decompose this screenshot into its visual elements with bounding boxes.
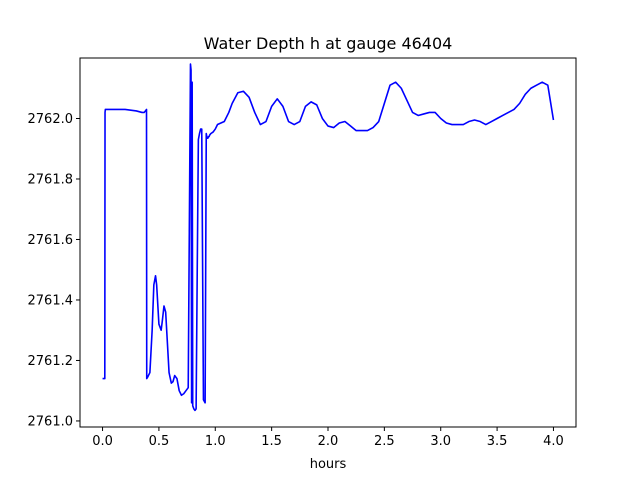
x-tick-label: 0.5 (149, 434, 170, 449)
plot-area: 0.0 0.5 1.0 1.5 2.0 2.5 3.0 3.5 4.0 2761.0 2761.2 2… (28, 57, 577, 449)
x-tick-label: 4.0 (543, 434, 564, 449)
y-tick-label: 2761.0 (28, 414, 74, 429)
x-tick-label: 3.0 (430, 434, 451, 449)
x-axis-title: hours (310, 457, 347, 472)
y-tick-label: 2762.0 (28, 112, 74, 127)
x-tick-label: 1.0 (205, 434, 226, 449)
x-tick-label: 0.0 (92, 434, 113, 449)
series-line-0 (102, 63, 555, 412)
x-tick-label: 2.5 (374, 434, 395, 449)
y-tick-label: 2761.4 (28, 293, 74, 308)
y-tick-label: 2761.2 (28, 354, 74, 369)
x-tick-label: 2.0 (318, 434, 339, 449)
x-tick-label: 1.5 (261, 434, 282, 449)
x-tick-label: 3.5 (487, 434, 508, 449)
y-tick-label: 2761.6 (28, 233, 74, 248)
axes-frame (79, 57, 577, 428)
y-tick-label: 2761.8 (28, 172, 74, 187)
chart-title: Water Depth h at gauge 46404 (204, 34, 453, 53)
